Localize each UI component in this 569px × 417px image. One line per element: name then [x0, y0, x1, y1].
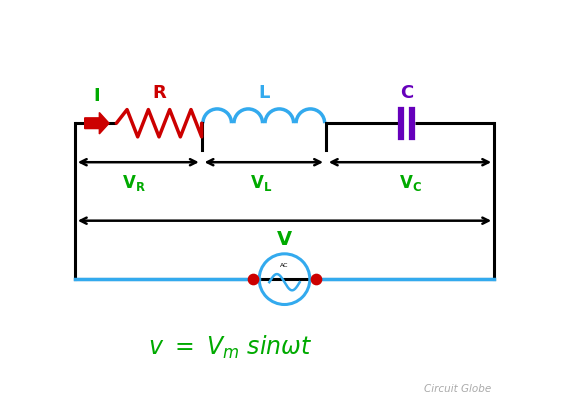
Text: L: L	[258, 84, 270, 102]
Point	[311, 276, 320, 282]
Text: $\mathit{v}\ =\ \mathit{V}_m\ \mathit{sin}\omega t$: $\mathit{v}\ =\ \mathit{V}_m\ \mathit{si…	[148, 334, 312, 361]
Text: Circuit Globe: Circuit Globe	[424, 384, 492, 394]
Text: AC: AC	[281, 263, 288, 268]
Text: $\mathbf{V}$: $\mathbf{V}$	[276, 230, 293, 249]
Text: $\mathbf{V_C}$: $\mathbf{V_C}$	[398, 173, 422, 193]
Polygon shape	[85, 113, 109, 134]
Point	[249, 276, 258, 282]
Text: $\mathbf{V_L}$: $\mathbf{V_L}$	[250, 173, 273, 193]
Text: C: C	[399, 84, 413, 102]
Text: $\mathbf{V_R}$: $\mathbf{V_R}$	[122, 173, 145, 193]
Text: R: R	[152, 84, 166, 102]
Text: I: I	[93, 88, 100, 106]
